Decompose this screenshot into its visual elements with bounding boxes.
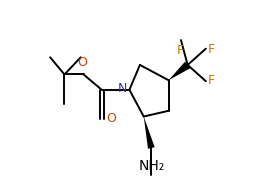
Text: F: F <box>208 43 215 56</box>
Text: F: F <box>176 44 184 57</box>
Text: O: O <box>107 112 116 125</box>
Polygon shape <box>169 62 190 80</box>
Text: O: O <box>78 56 87 69</box>
Text: F: F <box>208 74 215 87</box>
Text: NH₂: NH₂ <box>138 159 164 173</box>
Polygon shape <box>144 117 155 149</box>
Text: N: N <box>118 82 128 95</box>
